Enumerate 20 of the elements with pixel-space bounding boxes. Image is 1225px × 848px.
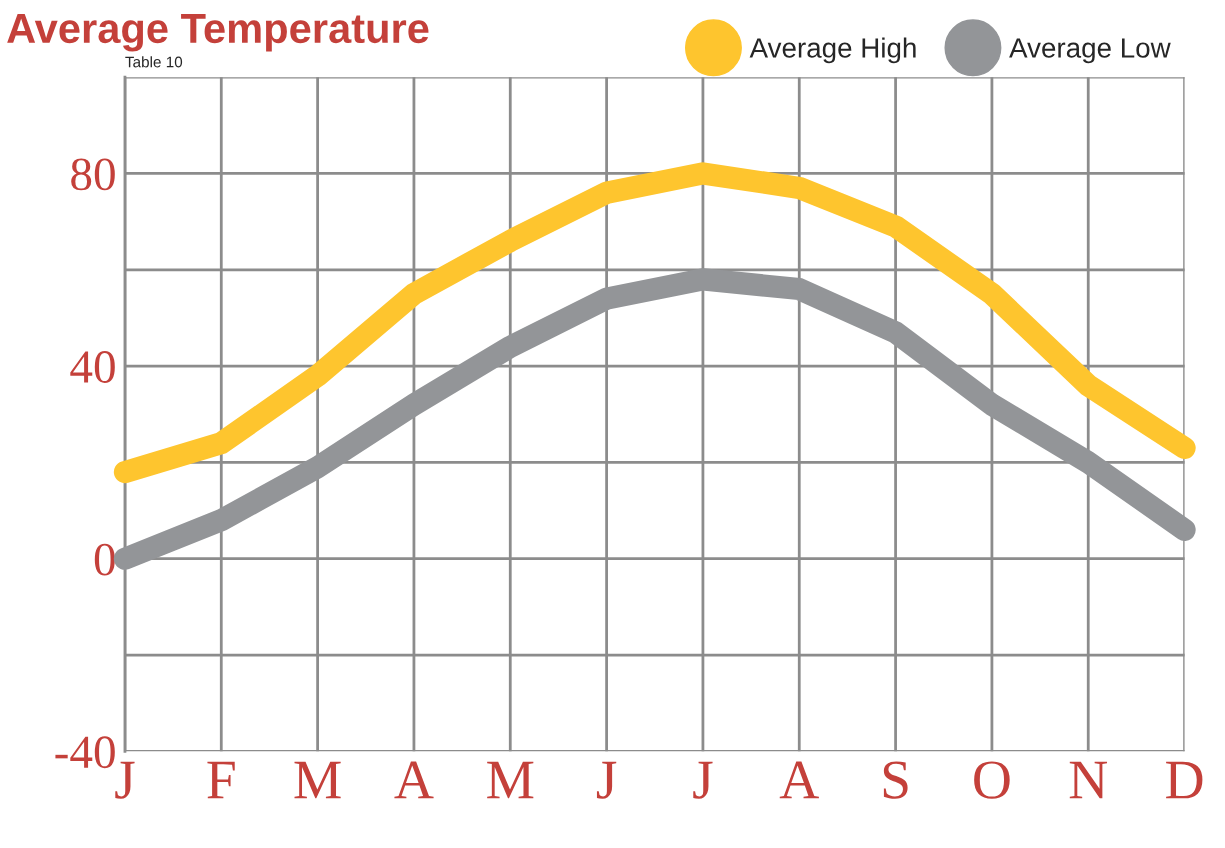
x-tick-label: J <box>596 761 617 799</box>
x-tick-label: J <box>693 761 713 799</box>
y-tick-label: 80 <box>71 158 115 191</box>
x-tick-label: F <box>207 761 235 799</box>
x-tick-label: N <box>1069 761 1108 799</box>
x-tick-label: J <box>115 761 135 799</box>
x-tick-label: M <box>294 761 341 799</box>
caption: Table 10 <box>125 56 183 68</box>
y-tick-label: 40 <box>70 351 115 383</box>
x-tick-label: S <box>883 761 908 799</box>
x-tick-label: A <box>779 761 819 799</box>
y-tick-label: -40 <box>55 736 115 769</box>
y-tick-label: 0 <box>94 543 115 576</box>
x-tick-label: A <box>394 761 434 799</box>
x-tick-label: O <box>974 761 1010 799</box>
legend-label: Average Low <box>1009 38 1171 64</box>
x-tick-label: D <box>1166 761 1203 799</box>
x-tick-label: M <box>487 761 534 799</box>
legend-label: Average High <box>749 37 916 64</box>
chart-title: Average Temperature <box>7 14 429 52</box>
